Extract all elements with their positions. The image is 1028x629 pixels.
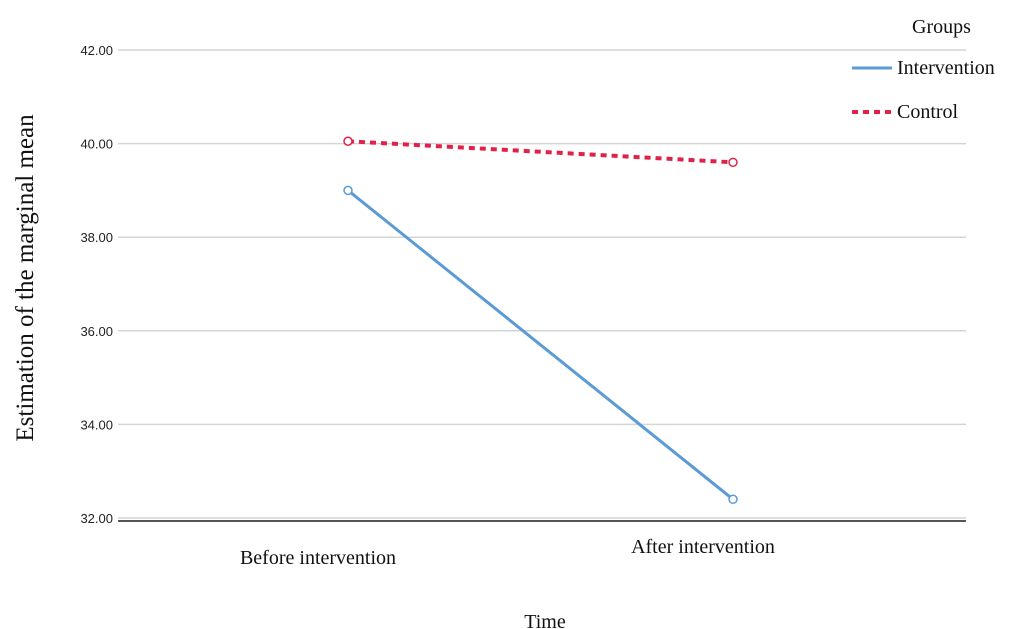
legend-items: Intervention Control: [852, 57, 995, 123]
y-axis-label: Estimation of the marginal mean: [12, 114, 39, 442]
y-tick-label: 34.00: [80, 417, 113, 432]
series-line-control: [347, 139, 734, 165]
x-tick-label: Before intervention: [240, 547, 396, 569]
x-tick-labels: Before intervention After intervention: [240, 536, 775, 569]
legend-title: Groups: [912, 16, 971, 38]
y-tick-label: 36.00: [80, 324, 113, 339]
x-axis-label: Time: [524, 611, 566, 629]
y-tick-label: 32.00: [80, 511, 113, 526]
series-group: [343, 136, 738, 505]
legend: Groups Intervention Control: [852, 16, 995, 123]
data-point-intervention: [728, 494, 738, 505]
data-point-control: [728, 157, 738, 168]
legend-label-intervention: Intervention: [897, 57, 995, 79]
data-point-intervention: [343, 185, 353, 196]
y-tick-label: 40.00: [80, 137, 113, 152]
series-line-intervention: [347, 189, 734, 501]
x-tick-label: After intervention: [631, 536, 775, 558]
y-tick-label: 38.00: [80, 230, 113, 245]
y-tick-label: 42.00: [80, 43, 113, 58]
data-point-control: [343, 136, 353, 147]
grid-lines: [118, 49, 966, 519]
y-tick-labels: 32.00 34.00 36.00 38.00 40.00 42.00: [80, 43, 113, 526]
legend-label-control: Control: [897, 101, 959, 123]
